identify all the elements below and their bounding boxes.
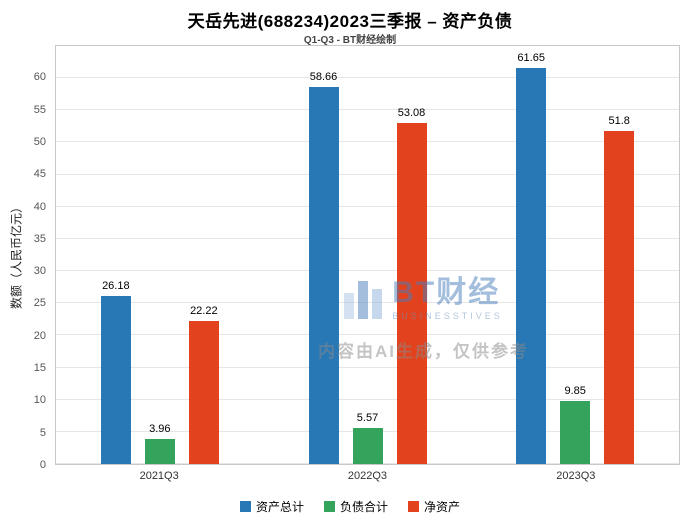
bar-2023Q3: 61.65 xyxy=(516,52,547,464)
gridline xyxy=(56,270,679,272)
bar-2021Q3: 3.96 xyxy=(144,423,175,464)
bar-value-label: 61.65 xyxy=(517,51,545,64)
bar-group: 61.65 9.85 51.8 xyxy=(471,46,679,464)
y-tick-label: 0 xyxy=(39,459,46,471)
y-tick-label: 55 xyxy=(33,103,46,116)
legend-label: 负债合计 xyxy=(339,500,388,514)
y-tick-label: 30 xyxy=(33,265,46,278)
x-tick-label: 2022Q3 xyxy=(347,470,388,482)
y-tick-label: 40 xyxy=(33,200,46,213)
bar-2022Q3: 53.08 xyxy=(396,107,427,464)
bar-2023Q3: 9.85 xyxy=(560,385,591,464)
bar-2023Q3: 51.8 xyxy=(604,115,635,464)
chart-title: 天岳先进(688234)2023三季报 – 资产负债 xyxy=(187,12,513,31)
legend-swatch-icon xyxy=(239,501,251,512)
bar-value-label: 22.22 xyxy=(190,305,218,318)
bar-group: 58.66 5.57 53.08 xyxy=(264,46,472,464)
y-tick-label: 35 xyxy=(33,232,46,245)
legend-label: 资产总计 xyxy=(255,500,304,514)
legend: 资产总计 负债合计 净资产 xyxy=(0,498,700,515)
bar-groups: 26.18 3.96 22.22 58.66 5.57 53.08 61.65 9.85 51.… xyxy=(56,46,679,464)
gridline xyxy=(56,366,679,368)
chart-subtitle: Q1-Q3 - BT财经绘制 xyxy=(303,35,397,46)
gridline xyxy=(56,237,679,239)
y-tick-label: 10 xyxy=(33,394,46,407)
gridline xyxy=(56,77,679,79)
gridline xyxy=(56,398,679,400)
legend-swatch-icon xyxy=(323,501,335,512)
gridline xyxy=(56,173,679,175)
gridline xyxy=(56,141,679,143)
bar-2022Q3: 58.66 xyxy=(308,71,339,464)
bar-2021Q3: 22.22 xyxy=(188,305,219,464)
legend-swatch-icon xyxy=(408,501,419,512)
legend-item[interactable]: 负债合计 xyxy=(323,498,388,515)
y-tick-label: 20 xyxy=(33,329,46,342)
legend-item[interactable]: 净资产 xyxy=(408,498,460,515)
bar-2021Q3: 26.18 xyxy=(100,280,131,464)
bar-value-label: 9.85 xyxy=(564,384,586,397)
x-tick-label: 2023Q3 xyxy=(556,470,596,482)
bar-value-label: 26.18 xyxy=(102,279,130,292)
bar-2022Q3: 5.57 xyxy=(352,412,383,464)
legend-item[interactable]: 资产总计 xyxy=(239,498,304,515)
gridline xyxy=(56,334,679,336)
y-tick-label: 5 xyxy=(39,426,46,439)
x-tick-label: 2021Q3 xyxy=(139,470,179,482)
y-tick-label: 45 xyxy=(33,168,46,181)
bar-value-label: 58.66 xyxy=(309,70,338,83)
bar-value-label: 53.08 xyxy=(397,106,426,119)
bar-value-label: 51.8 xyxy=(608,114,630,127)
y-tick-label: 15 xyxy=(33,362,46,375)
gridline xyxy=(56,205,679,207)
y-tick-label: 25 xyxy=(33,297,46,310)
legend-label: 净资产 xyxy=(424,500,461,514)
bar-group: 26.18 3.96 22.22 xyxy=(56,46,264,464)
y-tick-label: 50 xyxy=(33,135,46,148)
y-tick-label: 60 xyxy=(33,71,46,84)
gridline xyxy=(56,109,679,111)
y-axis-ticks: 0 5 10 15 20 25 30 35 40 45 50 55 60 xyxy=(22,45,50,471)
plot-area: 26.18 3.96 22.22 58.66 5.57 53.08 61.65 9.85 51.… xyxy=(55,45,680,465)
bar-value-label: 5.57 xyxy=(356,412,379,425)
x-axis-labels: 2021Q3 2022Q3 2023Q3 xyxy=(55,470,680,482)
bar-value-label: 3.96 xyxy=(149,422,171,435)
